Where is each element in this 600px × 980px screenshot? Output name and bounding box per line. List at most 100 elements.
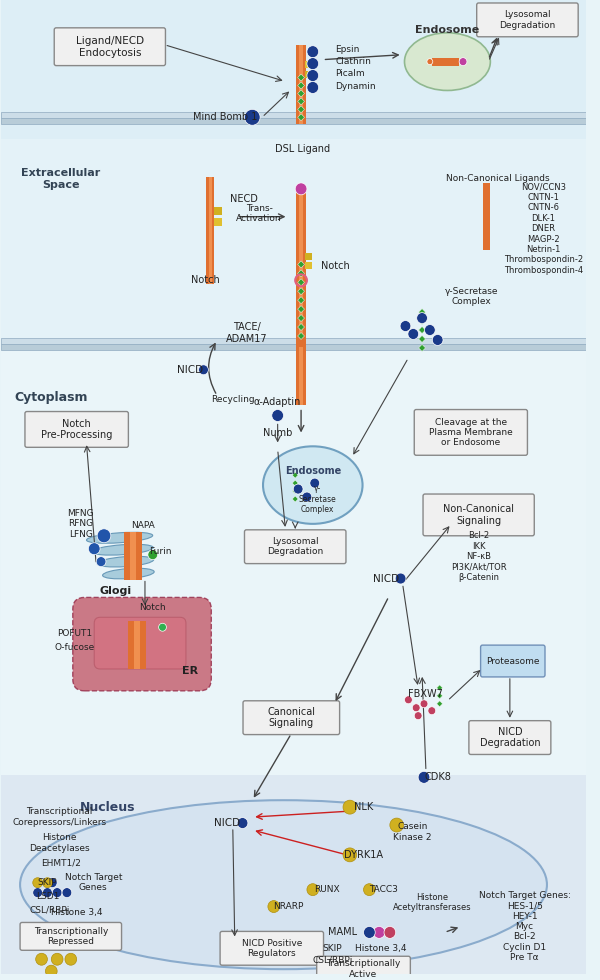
Text: Notch
Pre-Processing: Notch Pre-Processing xyxy=(41,418,112,440)
Text: POFUT1: POFUT1 xyxy=(57,629,92,638)
Text: NICD: NICD xyxy=(177,365,203,374)
Circle shape xyxy=(272,410,284,421)
Circle shape xyxy=(343,848,356,861)
Bar xyxy=(134,621,140,669)
Circle shape xyxy=(412,704,420,711)
Text: Transcriptionally
Repressed: Transcriptionally Repressed xyxy=(34,927,108,946)
Text: SKIP: SKIP xyxy=(322,944,342,953)
Bar xyxy=(1,119,586,124)
Text: Mind Bomb 1: Mind Bomb 1 xyxy=(193,113,257,122)
Bar xyxy=(305,72,312,78)
Polygon shape xyxy=(298,98,304,105)
Ellipse shape xyxy=(103,568,154,579)
Text: RUNX: RUNX xyxy=(314,885,340,894)
Text: NICD Positive
Regulators: NICD Positive Regulators xyxy=(242,939,302,958)
Polygon shape xyxy=(298,74,304,81)
Text: Glogi: Glogi xyxy=(100,586,132,597)
Circle shape xyxy=(433,334,443,345)
Text: Dynamin: Dynamin xyxy=(335,82,376,91)
Bar xyxy=(1,113,586,119)
Circle shape xyxy=(97,529,111,543)
Text: CDK8: CDK8 xyxy=(424,772,451,782)
Text: Extracellular
Space: Extracellular Space xyxy=(22,169,101,190)
FancyBboxPatch shape xyxy=(20,922,122,951)
Polygon shape xyxy=(298,114,304,121)
Ellipse shape xyxy=(86,532,152,543)
Polygon shape xyxy=(298,306,304,313)
FancyBboxPatch shape xyxy=(73,598,211,691)
Text: Cytoplasm: Cytoplasm xyxy=(14,391,88,404)
Circle shape xyxy=(307,58,319,70)
Text: Notch Target Genes:
HES-1/5
HEY-1
Myc
Bcl-2
Cyclin D1
Pre Tα: Notch Target Genes: HES-1/5 HEY-1 Myc Bc… xyxy=(479,891,571,962)
FancyBboxPatch shape xyxy=(220,931,323,965)
Polygon shape xyxy=(298,82,304,89)
Bar xyxy=(1,338,586,344)
Text: EHMT1/2: EHMT1/2 xyxy=(41,858,81,867)
Circle shape xyxy=(96,557,106,566)
Bar xyxy=(305,262,312,269)
Polygon shape xyxy=(298,332,304,339)
Text: Notch: Notch xyxy=(191,275,220,285)
Circle shape xyxy=(65,954,77,965)
Bar xyxy=(206,177,214,284)
Text: Lysosomal
Degradation: Lysosomal Degradation xyxy=(499,10,556,29)
Bar xyxy=(214,207,222,215)
Text: Notch Target
Genes: Notch Target Genes xyxy=(65,873,122,893)
Circle shape xyxy=(244,110,260,125)
Text: NICD
Degradation: NICD Degradation xyxy=(479,727,540,749)
Text: CSL/RBPj: CSL/RBPj xyxy=(312,956,352,964)
Circle shape xyxy=(364,926,375,939)
Text: MAML: MAML xyxy=(328,927,356,938)
Circle shape xyxy=(428,707,436,714)
Text: γ-
Secretase
Complex: γ- Secretase Complex xyxy=(299,484,337,514)
Polygon shape xyxy=(437,685,443,691)
Polygon shape xyxy=(419,309,425,316)
Text: α-Adaptin: α-Adaptin xyxy=(254,397,301,407)
Circle shape xyxy=(199,365,208,374)
Text: Histone 3,4: Histone 3,4 xyxy=(51,908,103,917)
FancyBboxPatch shape xyxy=(476,3,578,37)
Bar xyxy=(1,343,586,775)
Bar xyxy=(305,61,312,68)
Bar xyxy=(432,58,459,66)
Bar xyxy=(1,344,586,350)
Circle shape xyxy=(33,878,43,888)
Bar xyxy=(1,775,586,974)
Bar xyxy=(296,189,306,338)
Circle shape xyxy=(373,926,385,939)
Circle shape xyxy=(307,81,319,93)
Polygon shape xyxy=(298,315,304,321)
Polygon shape xyxy=(419,318,425,324)
Circle shape xyxy=(158,623,166,631)
FancyBboxPatch shape xyxy=(244,530,346,564)
Circle shape xyxy=(384,926,396,939)
Bar xyxy=(124,532,142,579)
Circle shape xyxy=(364,884,375,896)
Text: Notch: Notch xyxy=(139,603,166,612)
Polygon shape xyxy=(419,326,425,333)
Text: Numb: Numb xyxy=(263,428,292,438)
Circle shape xyxy=(414,711,422,719)
Polygon shape xyxy=(292,472,298,478)
Polygon shape xyxy=(419,335,425,342)
Bar xyxy=(209,177,212,284)
Text: Notch: Notch xyxy=(320,262,349,271)
FancyBboxPatch shape xyxy=(469,720,551,755)
Text: NECD: NECD xyxy=(230,194,258,204)
Text: NRARP: NRARP xyxy=(273,902,304,911)
Text: NOV/CCN3
CNTN-1
CNTN-6
DLK-1
DNER
MAGP-2
Netrin-1
Thrombospondin-2
Thrombospondi: NOV/CCN3 CNTN-1 CNTN-6 DLK-1 DNER MAGP-2… xyxy=(504,182,583,274)
Bar xyxy=(1,139,586,343)
Circle shape xyxy=(88,543,100,555)
Text: FBXW7: FBXW7 xyxy=(407,689,442,699)
Circle shape xyxy=(416,313,427,323)
Circle shape xyxy=(43,888,52,898)
Text: Canonical
Signaling: Canonical Signaling xyxy=(268,707,316,728)
Text: Activation: Activation xyxy=(236,215,282,223)
Circle shape xyxy=(459,58,467,66)
Circle shape xyxy=(148,550,158,560)
Text: Cleavage at the
Plasma Membrane
or Endosome: Cleavage at the Plasma Membrane or Endos… xyxy=(429,417,513,447)
FancyBboxPatch shape xyxy=(414,410,527,456)
Text: DYRK1A: DYRK1A xyxy=(344,850,383,859)
Text: NAPA: NAPA xyxy=(131,521,155,530)
Circle shape xyxy=(395,573,406,584)
